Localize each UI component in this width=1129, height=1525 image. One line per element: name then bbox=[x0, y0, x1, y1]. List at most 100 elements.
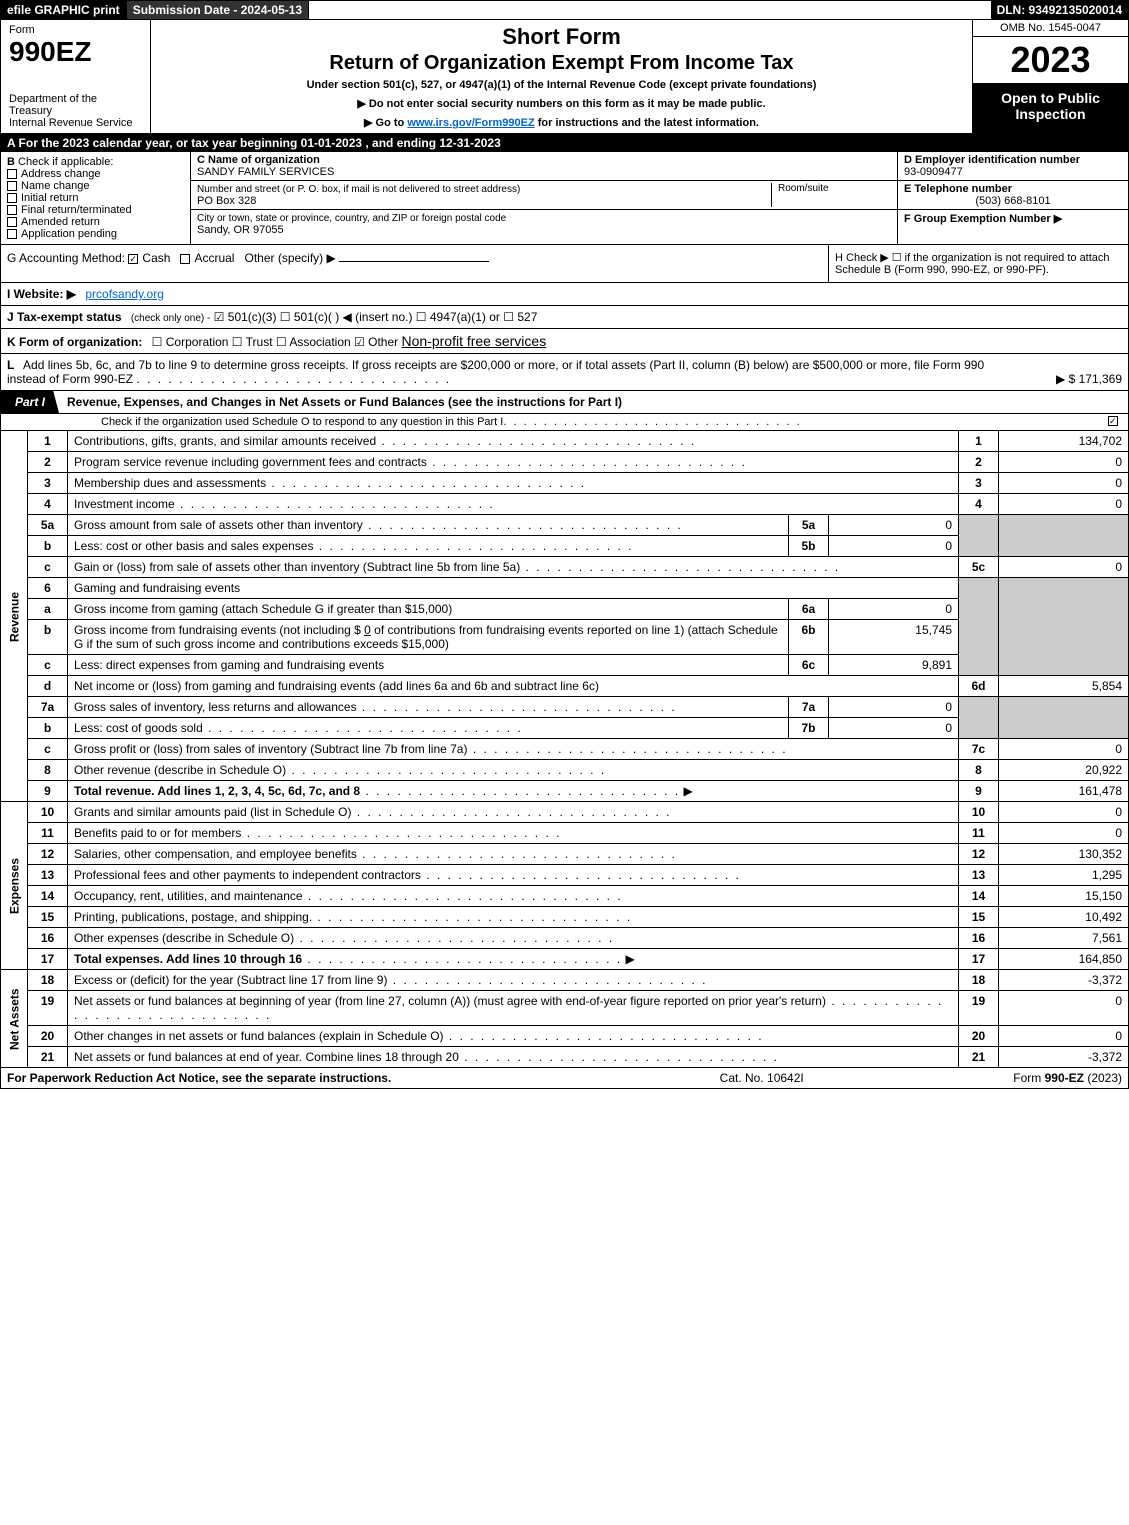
shaded-cell bbox=[999, 697, 1129, 739]
line-20-amount: 0 bbox=[999, 1026, 1129, 1047]
section-h: H Check ▶ ☐ if the organization is not r… bbox=[828, 245, 1128, 282]
checkbox-cash[interactable] bbox=[128, 254, 138, 264]
form-ref-form: 990-EZ bbox=[1045, 1071, 1084, 1085]
table-row: 4 Investment income 4 0 bbox=[1, 494, 1129, 515]
line-18-num: 18 bbox=[28, 970, 68, 991]
tax-exempt-options: ☑ 501(c)(3) ☐ 501(c)( ) ◀ (insert no.) ☐… bbox=[214, 310, 538, 324]
line-5b-sn: 5b bbox=[789, 536, 829, 557]
other-specify-blank bbox=[339, 261, 489, 262]
checkbox-name-change[interactable] bbox=[7, 181, 17, 191]
website-label: I Website: ▶ bbox=[7, 287, 76, 301]
top-bar-spacer bbox=[309, 1, 990, 19]
ssn-warning: ▶ Do not enter social security numbers o… bbox=[159, 97, 964, 110]
line-19-desc: Net assets or fund balances at beginning… bbox=[74, 994, 826, 1008]
dots-icon bbox=[312, 910, 632, 924]
form-ref-suf: (2023) bbox=[1084, 1071, 1122, 1085]
efile-print-label[interactable]: efile GRAPHIC print bbox=[1, 1, 127, 19]
line-6b-sn: 6b bbox=[789, 620, 829, 655]
checkbox-amended-return[interactable] bbox=[7, 217, 17, 227]
city-label: City or town, state or province, country… bbox=[197, 213, 506, 224]
website-link[interactable]: prcofsandy.org bbox=[85, 287, 164, 301]
opt-amended-return: Amended return bbox=[21, 216, 100, 228]
tax-exempt-note: (check only one) - bbox=[131, 313, 210, 324]
dots-icon bbox=[357, 847, 677, 861]
line-7a-sn: 7a bbox=[789, 697, 829, 718]
checkbox-initial-return[interactable] bbox=[7, 193, 17, 203]
line-16-rn: 16 bbox=[959, 928, 999, 949]
line-17-desc: Total expenses. Add lines 10 through 16 bbox=[74, 952, 302, 966]
table-row: 17 Total expenses. Add lines 10 through … bbox=[1, 949, 1129, 970]
dots-icon bbox=[286, 763, 606, 777]
line-20-num: 20 bbox=[28, 1026, 68, 1047]
dots-icon bbox=[351, 805, 671, 819]
table-row: 14 Occupancy, rent, utilities, and maint… bbox=[1, 886, 1129, 907]
table-row: 20 Other changes in net assets or fund b… bbox=[1, 1026, 1129, 1047]
shaded-cell bbox=[959, 578, 999, 676]
table-row: 2 Program service revenue including gove… bbox=[1, 452, 1129, 473]
line-10-amount: 0 bbox=[999, 802, 1129, 823]
part-1-lines-table: Revenue 1 Contributions, gifts, grants, … bbox=[0, 430, 1129, 1068]
checkbox-accrual[interactable] bbox=[180, 254, 190, 264]
dots-icon bbox=[467, 742, 787, 756]
line-17-amount: 164,850 bbox=[999, 949, 1129, 970]
checkbox-address-change[interactable] bbox=[7, 169, 17, 179]
checkbox-application-pending[interactable] bbox=[7, 229, 17, 239]
shaded-cell bbox=[999, 515, 1129, 557]
line-6d-amount: 5,854 bbox=[999, 676, 1129, 697]
checkbox-schedule-o[interactable] bbox=[1108, 416, 1118, 426]
group-exemption-label: F Group Exemption Number ▶ bbox=[904, 213, 1062, 225]
dots-icon bbox=[266, 476, 586, 490]
dots-icon bbox=[444, 1029, 764, 1043]
line-9-desc: Total revenue. Add lines 1, 2, 3, 4, 5c,… bbox=[74, 784, 360, 798]
section-b-subtitle: Check if applicable: bbox=[18, 156, 113, 168]
line-21-rn: 21 bbox=[959, 1047, 999, 1068]
line-19-amount: 0 bbox=[999, 991, 1129, 1026]
line-6b-num: b bbox=[28, 620, 68, 655]
header-right: OMB No. 1545-0047 2023 Open to Public In… bbox=[973, 20, 1128, 133]
city-value: Sandy, OR 97055 bbox=[197, 224, 284, 236]
form-header: Form 990EZ Department of the Treasury In… bbox=[0, 20, 1129, 134]
table-row: 21 Net assets or fund balances at end of… bbox=[1, 1047, 1129, 1068]
line-2-num: 2 bbox=[28, 452, 68, 473]
table-row: 8 Other revenue (describe in Schedule O)… bbox=[1, 760, 1129, 781]
line-20-rn: 20 bbox=[959, 1026, 999, 1047]
header-left: Form 990EZ Department of the Treasury In… bbox=[1, 20, 151, 133]
table-row: Revenue 1 Contributions, gifts, grants, … bbox=[1, 431, 1129, 452]
line-6a-num: a bbox=[28, 599, 68, 620]
dots-icon bbox=[203, 721, 523, 735]
table-row: 7a Gross sales of inventory, less return… bbox=[1, 697, 1129, 718]
line-13-desc: Professional fees and other payments to … bbox=[74, 868, 421, 882]
dots-icon bbox=[241, 826, 561, 840]
dots-icon bbox=[520, 560, 840, 574]
line-1-desc: Contributions, gifts, grants, and simila… bbox=[74, 434, 376, 448]
line-14-num: 14 bbox=[28, 886, 68, 907]
opt-application-pending: Application pending bbox=[21, 228, 117, 240]
department-label: Department of the Treasury Internal Reve… bbox=[9, 93, 142, 129]
line-8-rn: 8 bbox=[959, 760, 999, 781]
table-row: 15 Printing, publications, postage, and … bbox=[1, 907, 1129, 928]
section-h-text: Check ▶ ☐ if the organization is not req… bbox=[835, 252, 1110, 276]
dots-icon bbox=[363, 518, 683, 532]
table-row: 12 Salaries, other compensation, and emp… bbox=[1, 844, 1129, 865]
line-8-num: 8 bbox=[28, 760, 68, 781]
line-5b-desc: Less: cost or other basis and sales expe… bbox=[74, 539, 313, 553]
under-section-text: Under section 501(c), 527, or 4947(a)(1)… bbox=[159, 79, 964, 91]
shaded-cell bbox=[999, 578, 1129, 676]
section-k-form-org: K Form of organization: ☐ Corporation ☐ … bbox=[0, 329, 1129, 354]
line-10-num: 10 bbox=[28, 802, 68, 823]
dots-icon bbox=[294, 931, 614, 945]
line-15-num: 15 bbox=[28, 907, 68, 928]
omb-number: OMB No. 1545-0047 bbox=[973, 20, 1128, 37]
line-6d-rn: 6d bbox=[959, 676, 999, 697]
line-6a-desc: Gross income from gaming (attach Schedul… bbox=[74, 602, 452, 616]
table-row: 11 Benefits paid to or for members 11 0 bbox=[1, 823, 1129, 844]
line-9-num: 9 bbox=[28, 781, 68, 802]
dots-icon bbox=[302, 952, 622, 966]
dots-icon bbox=[421, 868, 741, 882]
checkbox-final-return[interactable] bbox=[7, 205, 17, 215]
section-g: G Accounting Method: Cash Accrual Other … bbox=[1, 245, 828, 282]
tax-year: 2023 bbox=[973, 37, 1128, 84]
net-assets-vertical-label: Net Assets bbox=[1, 970, 28, 1068]
irs-link[interactable]: www.irs.gov/Form990EZ bbox=[407, 117, 534, 129]
line-11-num: 11 bbox=[28, 823, 68, 844]
